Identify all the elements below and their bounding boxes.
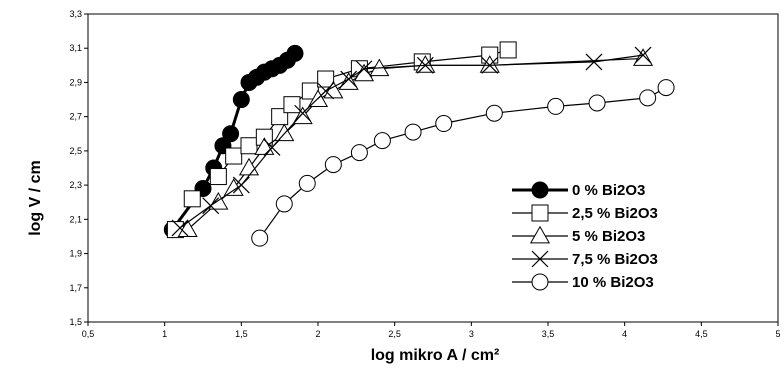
legend-marker [531,204,549,222]
legend-entry: 7,5 % Bi2O3 [512,250,658,268]
x-tick-label: 2,5 [388,329,401,339]
data-point [633,48,654,66]
data-point [274,123,295,142]
y-axis-title: log V / cm [27,160,44,236]
legend-entry: 0 % Bi2O3 [512,181,645,199]
legend-entry: 10 % Bi2O3 [512,273,654,291]
legend-entry: 2,5 % Bi2O3 [512,204,658,222]
x-axis-title: log mikro A / cm² [371,347,500,364]
series-4 [251,79,675,247]
y-tick-label: 2,1 [69,214,82,224]
data-point [355,60,373,78]
plot-frame [87,13,779,323]
y-tick-label: 1,5 [69,317,82,327]
x-tick-label: 3 [469,329,474,339]
data-point [251,229,269,247]
data-point [177,219,198,237]
data-point [222,125,240,143]
data-point [275,195,293,213]
legend-marker [531,181,549,199]
x-tick-label: 4,5 [695,329,708,339]
data-point [209,168,227,186]
series-layer [163,41,675,247]
y-tick-label: 2,3 [69,180,82,190]
series-line [179,54,644,229]
data-point [292,106,313,125]
x-tick-label: 0,5 [82,329,95,339]
legend: 0 % Bi2O3 2,5 % Bi2O3 5 % Bi2O3 7,5 % Bi2O3… [512,181,658,291]
x-tick-label: 3,5 [542,329,555,339]
data-point [225,147,243,165]
data-point [657,79,675,97]
data-point [588,94,606,112]
y-tick-label: 2,7 [69,112,82,122]
data-point [479,55,500,73]
data-point [634,46,652,64]
x-tick-label: 2 [315,329,320,339]
y-tick-label: 1,9 [69,249,82,259]
legend-marker [531,250,549,268]
data-point [240,137,258,155]
legend-label: 0 % Bi2O3 [572,182,645,199]
y-tick-label: 2,5 [69,146,82,156]
legend-entry: 5 % Bi2O3 [512,225,645,245]
data-point [263,139,281,156]
legend-marker [529,225,551,244]
x-tick-label: 5 [775,329,780,339]
y-tick-label: 2,9 [69,77,82,87]
legend-marker [531,273,549,291]
y-tick-label: 3,3 [69,9,82,19]
data-point [294,104,312,122]
data-point [416,56,434,74]
data-point [481,56,499,74]
legend-label: 7,5 % Bi2O3 [572,251,658,268]
legend-label: 10 % Bi2O3 [572,274,654,291]
series-3 [171,46,652,237]
data-point [404,123,422,141]
y-tick-label: 3,1 [69,43,82,53]
data-point [317,70,335,88]
x-tick-label: 4 [622,329,627,339]
data-point [547,97,565,115]
data-point [415,55,436,73]
legend-label: 5 % Bi2O3 [572,228,645,245]
data-point [350,144,368,162]
x-tick-label: 1,5 [235,329,248,339]
legend-label: 2,5 % Bi2O3 [572,205,658,222]
y-tick-label: 1,7 [69,283,82,293]
data-point [232,176,250,194]
data-point [585,53,603,71]
data-point [340,70,358,88]
data-point [485,104,503,122]
x-tick-label: 1 [162,329,167,339]
data-point [373,132,391,150]
data-point [283,96,301,114]
data-point [639,89,657,107]
data-point [317,82,335,100]
data-point [286,44,304,62]
axes: 0,5 1 1,5 2 2,5 3 3,5 4 4,5 5 1,5 1,7 1,9 2,1 2,3 2,5 2,… [69,9,780,339]
data-point [435,115,453,133]
data-point [298,174,316,192]
data-point [232,91,250,109]
data-point [171,219,189,237]
data-point [499,41,517,59]
data-point [324,156,342,174]
data-point [183,190,201,208]
data-point [202,197,220,215]
